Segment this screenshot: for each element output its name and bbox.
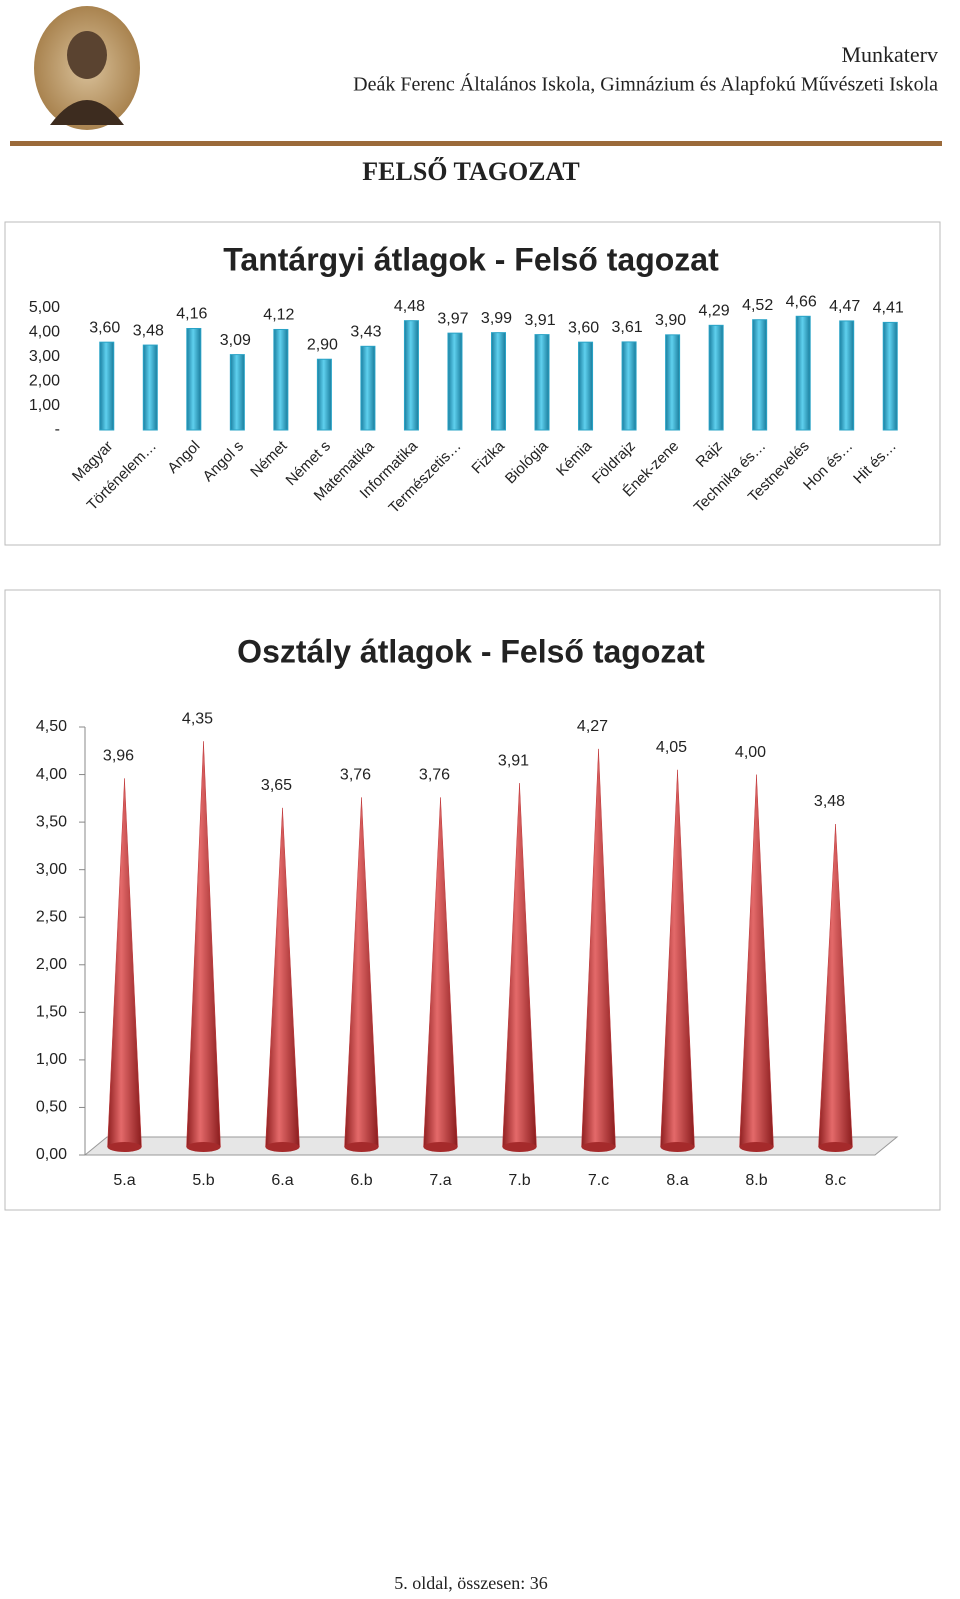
- bar: [142, 344, 158, 431]
- chart-title: Tantárgyi átlagok - Felső tagozat: [223, 241, 719, 277]
- x-tick-label: 7.b: [508, 1172, 530, 1189]
- x-tick-label: 5.b: [192, 1172, 214, 1189]
- x-tick-label: 5.a: [113, 1172, 135, 1189]
- value-label: 4,66: [786, 294, 817, 311]
- header-subtitle: Deák Ferenc Általános Iskola, Gimnázium …: [353, 73, 938, 96]
- y-tick-label: 1,00: [29, 397, 60, 414]
- y-tick-label: 2,00: [36, 956, 67, 973]
- value-label: 4,00: [735, 744, 766, 761]
- bar: [882, 321, 898, 431]
- cone-base: [660, 1142, 695, 1152]
- y-tick-label: 3,00: [36, 861, 67, 878]
- value-label: 3,61: [612, 319, 643, 336]
- cone-base: [502, 1142, 537, 1152]
- bar: [708, 324, 724, 431]
- value-label: 4,35: [182, 710, 213, 727]
- value-label: 4,48: [394, 298, 425, 315]
- y-tick-label: 4,00: [29, 324, 60, 341]
- x-tick-label: 7.a: [429, 1172, 451, 1189]
- bar: [621, 341, 637, 431]
- chart-title: Osztály átlagok - Felső tagozat: [237, 633, 705, 669]
- value-label: 3,60: [89, 319, 120, 336]
- x-tick-label: 8.b: [745, 1172, 767, 1189]
- value-label: 3,09: [220, 332, 251, 349]
- x-tick-label: 8.c: [825, 1172, 846, 1189]
- header-rule: [10, 141, 942, 146]
- value-label: 4,27: [577, 718, 608, 735]
- bar: [403, 320, 419, 431]
- chart-frame: [4, 221, 941, 546]
- x-tick-label: 6.b: [350, 1172, 372, 1189]
- value-label: 4,52: [742, 297, 773, 314]
- y-tick-label: 3,50: [36, 813, 67, 830]
- bar: [186, 327, 202, 431]
- value-label: 3,76: [340, 767, 371, 784]
- chart-frame: [4, 589, 941, 1211]
- value-label: 3,90: [655, 312, 686, 329]
- y-tick-label: 5,00: [29, 299, 60, 316]
- y-tick-label: 4,50: [36, 718, 67, 735]
- value-label: 3,96: [103, 748, 134, 765]
- logo: [34, 6, 140, 130]
- value-label: 3,65: [261, 777, 292, 794]
- x-tick-label: 8.a: [666, 1172, 688, 1189]
- value-label: 4,41: [873, 300, 904, 317]
- value-label: 3,99: [481, 310, 512, 327]
- bar: [534, 334, 550, 431]
- bar: [578, 341, 594, 431]
- value-label: 3,43: [350, 324, 381, 341]
- header-title: Munkaterv: [841, 42, 938, 67]
- bar: [795, 315, 811, 431]
- y-tick-label: 1,50: [36, 1004, 67, 1021]
- cone-base: [186, 1142, 221, 1152]
- bar: [665, 334, 681, 431]
- cone-base: [581, 1142, 616, 1152]
- cone-base: [344, 1142, 379, 1152]
- value-label: 3,91: [498, 752, 529, 769]
- y-tick-label: 2,50: [36, 908, 67, 925]
- value-label: 3,48: [133, 322, 164, 339]
- value-label: 3,48: [814, 793, 845, 810]
- bar: [316, 358, 332, 431]
- value-label: 4,05: [656, 739, 687, 756]
- bar: [839, 320, 855, 431]
- y-tick-label: -: [55, 421, 60, 438]
- y-tick-label: 3,00: [29, 348, 60, 365]
- cone-base: [739, 1142, 774, 1152]
- x-tick-label: 7.c: [588, 1172, 609, 1189]
- y-tick-label: 1,00: [36, 1051, 67, 1068]
- x-tick-label: 6.a: [271, 1172, 293, 1189]
- bar: [491, 332, 506, 431]
- value-label: 3,76: [419, 767, 450, 784]
- value-label: 4,47: [829, 298, 860, 315]
- y-tick-label: 4,00: [36, 766, 67, 783]
- value-label: 4,16: [176, 306, 207, 323]
- bar: [273, 328, 289, 431]
- bar: [99, 341, 115, 431]
- y-tick-label: 2,00: [29, 372, 60, 389]
- cone-base: [265, 1142, 300, 1152]
- value-label: 4,29: [699, 303, 730, 320]
- value-label: 3,60: [568, 319, 599, 336]
- value-label: 3,91: [524, 312, 555, 329]
- cone-base: [818, 1142, 853, 1152]
- section-title: FELSŐ TAGOZAT: [362, 157, 579, 186]
- value-label: 4,12: [263, 307, 294, 324]
- bar: [752, 319, 768, 431]
- y-tick-label: 0,00: [36, 1146, 67, 1163]
- bar: [360, 345, 376, 431]
- cone-base: [423, 1142, 458, 1152]
- cone-base: [107, 1142, 142, 1152]
- value-label: 2,90: [307, 336, 338, 353]
- bar: [447, 332, 463, 431]
- bar: [229, 354, 245, 431]
- footer: 5. oldal, összesen: 36: [394, 1573, 547, 1593]
- y-tick-label: 0,50: [36, 1099, 67, 1116]
- value-label: 3,97: [437, 310, 468, 327]
